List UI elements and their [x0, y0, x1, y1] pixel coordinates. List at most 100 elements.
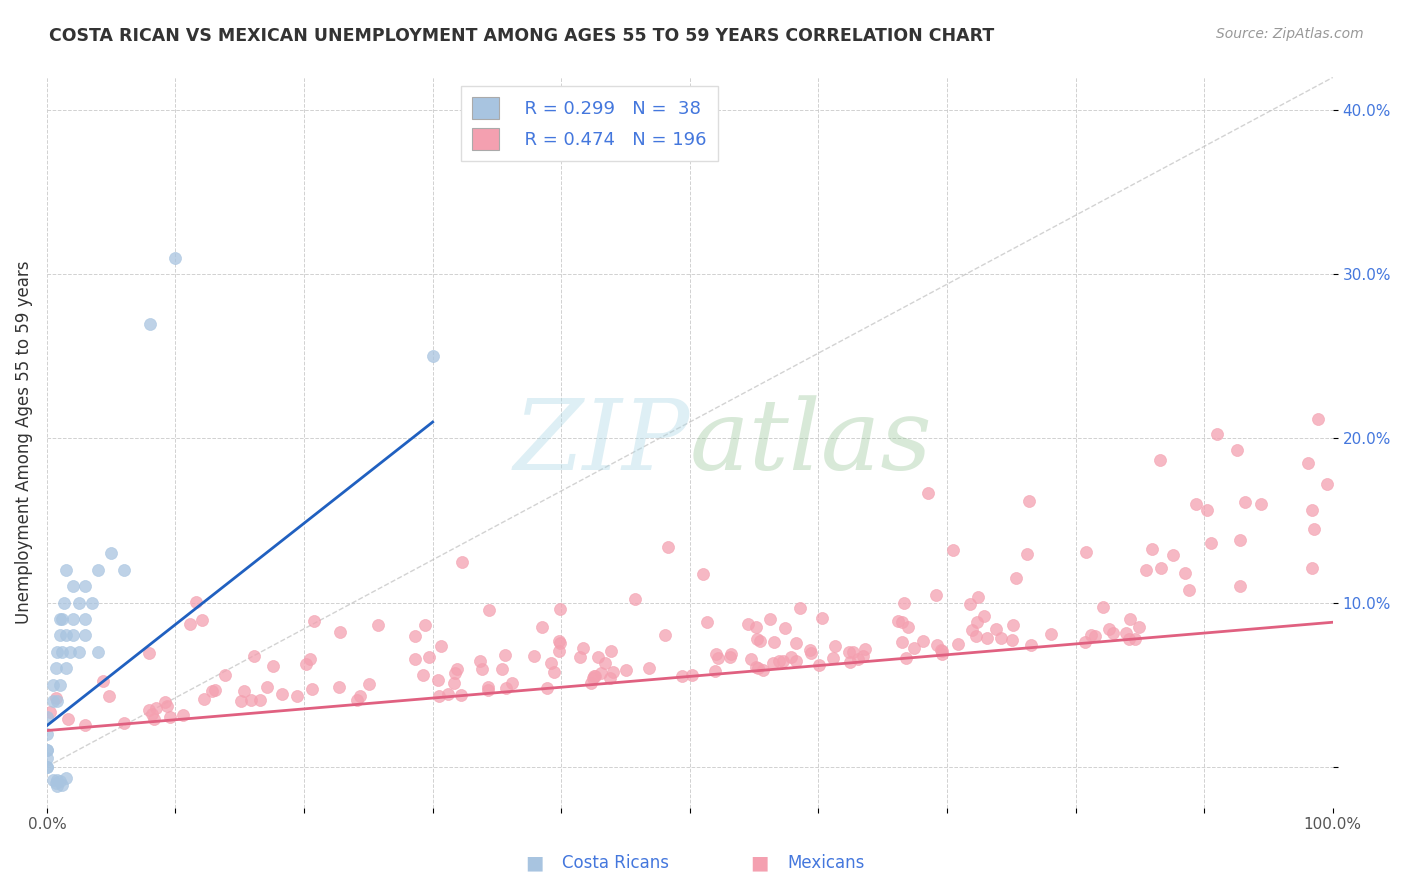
Point: [422, 350, 444, 364]
Point: [1115, 625, 1137, 640]
Point: [51, 778, 73, 792]
Point: [298, 652, 321, 666]
Point: [1125, 632, 1147, 646]
Point: [1177, 582, 1199, 597]
Point: [451, 555, 474, 569]
Point: [853, 642, 876, 657]
Point: [846, 652, 869, 666]
Point: [1005, 571, 1028, 585]
Point: [589, 665, 612, 680]
Point: [759, 612, 782, 626]
Point: [1306, 412, 1329, 426]
Point: [204, 682, 226, 697]
Point: [747, 632, 769, 646]
Point: [35, 743, 58, 757]
Point: [35, 710, 58, 724]
Point: [747, 661, 769, 675]
Point: [890, 635, 912, 649]
Point: [112, 715, 135, 730]
Point: [98, 689, 121, 703]
Point: [789, 600, 811, 615]
Point: [430, 640, 453, 654]
Point: [39, 706, 62, 720]
Point: [42, 694, 65, 708]
Point: [579, 675, 602, 690]
Point: [191, 613, 214, 627]
Point: [1301, 560, 1323, 574]
Point: [48, 677, 70, 691]
Point: [232, 684, 254, 698]
Point: [737, 617, 759, 632]
Point: [46, 645, 69, 659]
Point: [1002, 618, 1025, 632]
Point: [696, 615, 718, 629]
Point: [112, 563, 135, 577]
Point: [800, 646, 823, 660]
Point: [67, 596, 90, 610]
Point: [1150, 561, 1173, 575]
Point: [583, 669, 606, 683]
Point: [976, 631, 998, 645]
Point: [692, 567, 714, 582]
Point: [720, 647, 742, 661]
Point: [745, 620, 768, 634]
Point: [581, 671, 603, 685]
Point: [165, 251, 187, 265]
Point: [35, 743, 58, 757]
Point: [599, 644, 621, 658]
Point: [501, 676, 523, 690]
Point: [704, 647, 727, 661]
Point: [821, 651, 844, 665]
Point: [543, 665, 565, 680]
Point: [138, 703, 160, 717]
Point: [1080, 627, 1102, 641]
Point: [942, 542, 965, 557]
Point: [357, 677, 380, 691]
Point: [249, 693, 271, 707]
Point: [1225, 442, 1247, 457]
Point: [55, 771, 77, 785]
Point: [73, 717, 96, 731]
Point: [75, 579, 97, 593]
Point: [48, 612, 70, 626]
Point: [301, 682, 323, 697]
Point: [412, 668, 434, 682]
Point: [1316, 477, 1339, 491]
Point: [87, 563, 110, 577]
Point: [654, 628, 676, 642]
Point: [540, 656, 562, 670]
Point: [52, 596, 75, 610]
Point: [852, 648, 875, 663]
Point: [450, 688, 472, 702]
Point: [35, 759, 58, 773]
Point: [523, 649, 546, 664]
Point: [768, 654, 790, 668]
Point: [1084, 629, 1107, 643]
Point: [1017, 547, 1039, 561]
Point: [494, 648, 516, 663]
Y-axis label: Unemployment Among Ages 55 to 59 years: Unemployment Among Ages 55 to 59 years: [15, 260, 32, 624]
Point: [42, 677, 65, 691]
Text: Mexicans: Mexicans: [787, 855, 865, 872]
Point: [569, 649, 592, 664]
Point: [285, 689, 308, 703]
Point: [418, 649, 440, 664]
Point: [839, 655, 862, 669]
Point: [548, 644, 571, 658]
Point: [56, 712, 79, 726]
Point: [100, 546, 122, 560]
Point: [62, 628, 84, 642]
Point: [1234, 494, 1257, 508]
Point: [990, 631, 1012, 645]
Point: [1184, 497, 1206, 511]
Point: [179, 616, 201, 631]
Text: Costa Ricans: Costa Ricans: [562, 855, 669, 872]
Point: [477, 683, 499, 698]
Point: [586, 649, 609, 664]
Point: [55, 628, 77, 642]
Point: [349, 689, 371, 703]
Point: [1018, 494, 1040, 508]
Point: [243, 648, 266, 663]
Point: [1074, 545, 1097, 559]
Point: [444, 666, 467, 681]
